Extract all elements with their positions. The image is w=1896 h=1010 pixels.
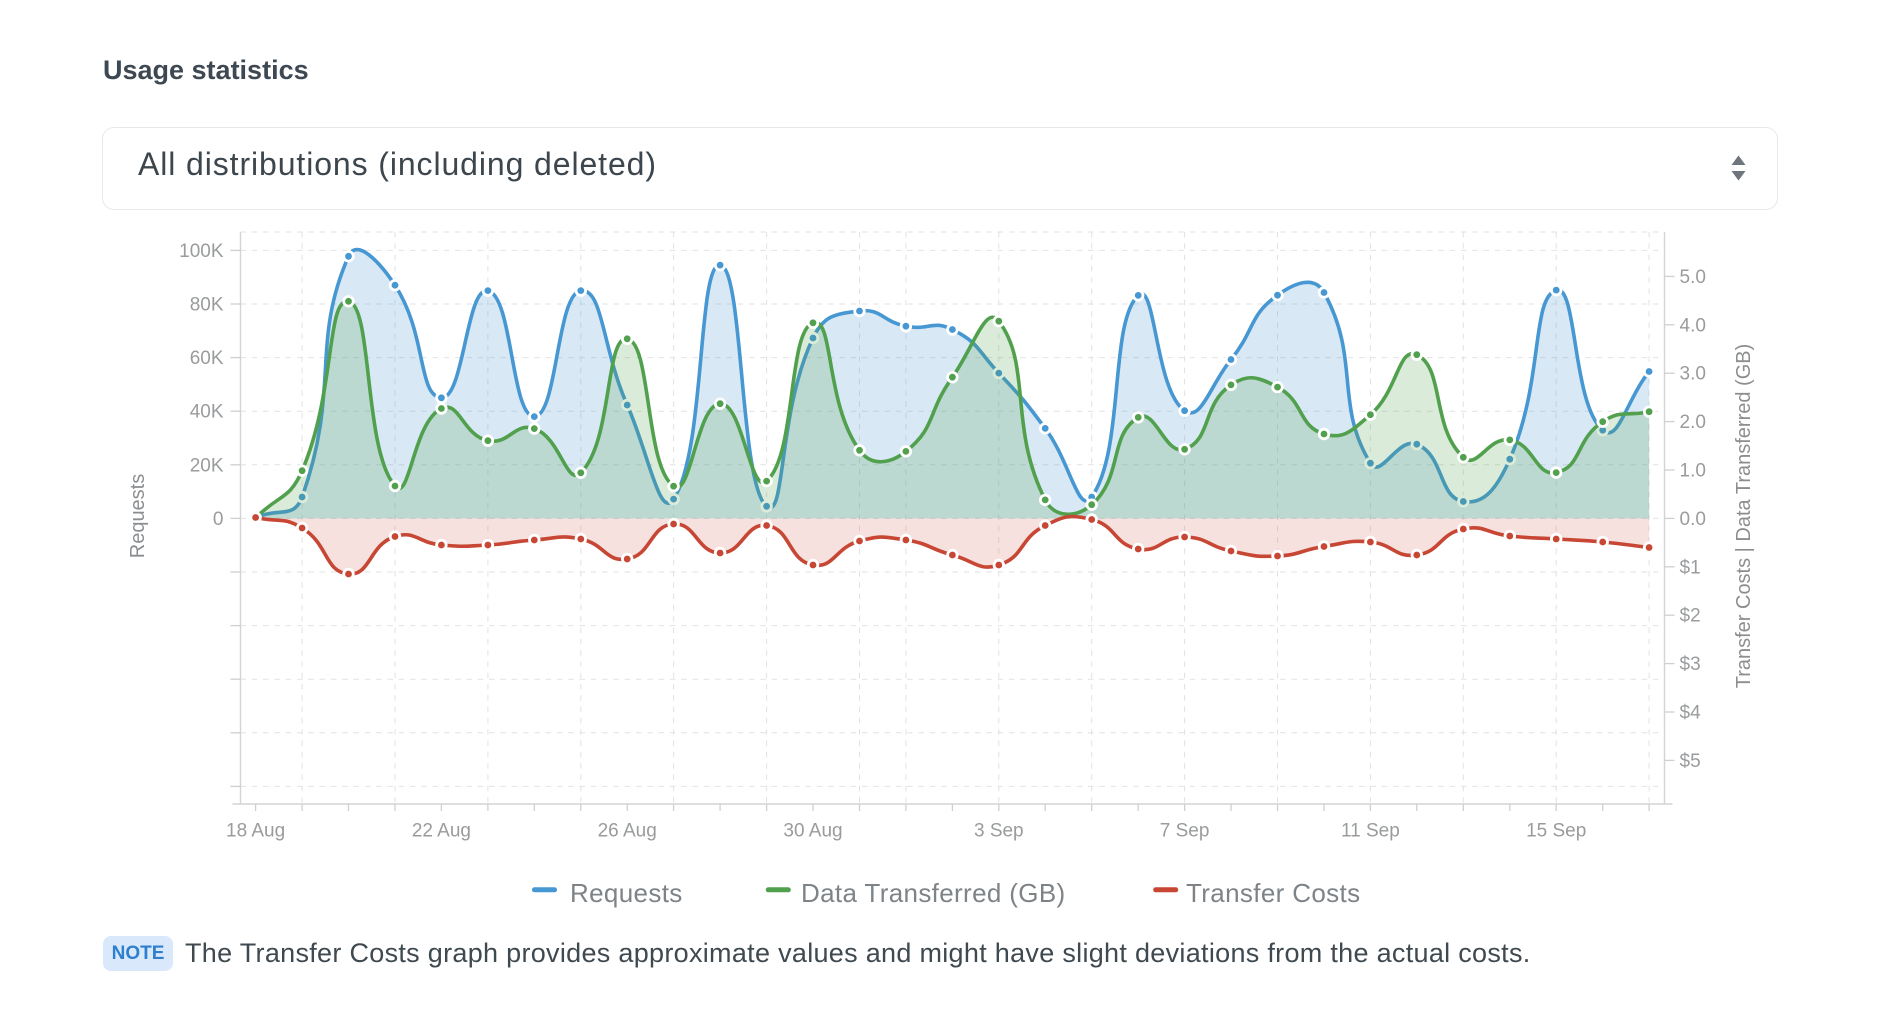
svg-text:$1: $1 [1680,557,1701,578]
svg-text:30 Aug: 30 Aug [783,821,842,842]
svg-text:Requests: Requests [127,474,149,559]
svg-text:$2: $2 [1680,606,1701,627]
svg-text:0.0: 0.0 [1680,509,1706,530]
svg-text:22 Aug: 22 Aug [412,821,471,842]
svg-text:3.0: 3.0 [1680,364,1706,385]
svg-text:2.0: 2.0 [1680,412,1706,433]
svg-text:60K: 60K [190,348,224,369]
svg-text:80K: 80K [190,295,224,316]
svg-text:20K: 20K [190,455,224,476]
svg-text:7 Sep: 7 Sep [1160,821,1210,842]
svg-text:40K: 40K [190,402,224,423]
svg-text:11 Sep: 11 Sep [1341,821,1400,842]
svg-text:4.0: 4.0 [1680,315,1706,336]
svg-text:$5: $5 [1680,751,1701,772]
svg-text:$3: $3 [1680,654,1701,675]
svg-text:100K: 100K [179,241,224,262]
svg-text:18 Aug: 18 Aug [226,821,285,842]
svg-text:3 Sep: 3 Sep [974,821,1024,842]
svg-text:0: 0 [213,509,224,530]
svg-text:Transfer Costs: Transfer Costs [1186,878,1360,908]
svg-text:15 Sep: 15 Sep [1526,821,1586,842]
svg-text:Requests: Requests [570,878,683,908]
svg-text:26 Aug: 26 Aug [598,821,657,842]
svg-text:Transfer Costs | Data Transfer: Transfer Costs | Data Transferred (GB) [1733,344,1755,689]
svg-text:1.0: 1.0 [1680,461,1706,482]
svg-text:$4: $4 [1680,703,1702,724]
svg-text:5.0: 5.0 [1680,267,1706,288]
svg-text:Data Transferred (GB): Data Transferred (GB) [801,878,1066,908]
